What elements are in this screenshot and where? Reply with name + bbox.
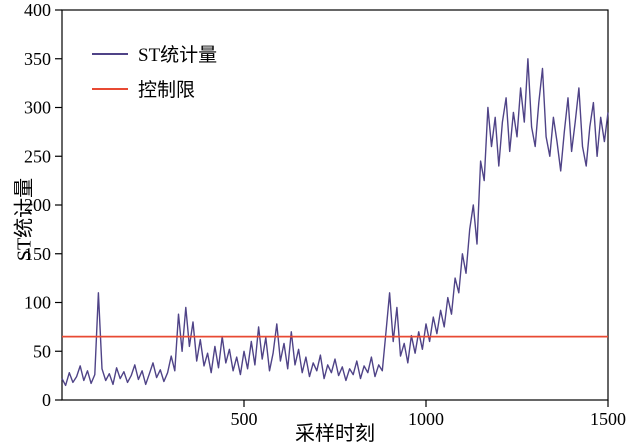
- x-tick-label: 1500: [590, 409, 626, 429]
- y-tick-label: 0: [42, 390, 51, 410]
- legend-item-control-limit: 控制限: [92, 75, 217, 102]
- y-tick-label: 300: [24, 98, 51, 118]
- y-tick-label: 150: [24, 244, 51, 264]
- x-tick-label: 500: [231, 409, 258, 429]
- y-tick-label: 400: [24, 0, 51, 20]
- y-tick-label: 200: [24, 195, 51, 215]
- y-axis-title: ST统计量: [13, 177, 36, 262]
- y-tick-label: 50: [33, 341, 51, 361]
- legend-label-st-statistic: ST统计量: [138, 45, 218, 66]
- x-tick-label: 1000: [408, 409, 444, 429]
- st-statistic-line: [61, 58, 609, 387]
- control-limit-swatch: [92, 87, 128, 90]
- y-tick-label: 250: [24, 146, 51, 166]
- y-tick-label: 100: [24, 293, 51, 313]
- x-axis-title: 采样时刻: [295, 423, 375, 445]
- st-line-swatch: [92, 52, 128, 55]
- legend: ST统计量 控制限: [92, 40, 217, 102]
- legend-label-control-limit: 控制限: [138, 80, 196, 101]
- y-tick-label: 350: [24, 49, 51, 69]
- legend-item-st-statistic: ST统计量: [92, 40, 217, 67]
